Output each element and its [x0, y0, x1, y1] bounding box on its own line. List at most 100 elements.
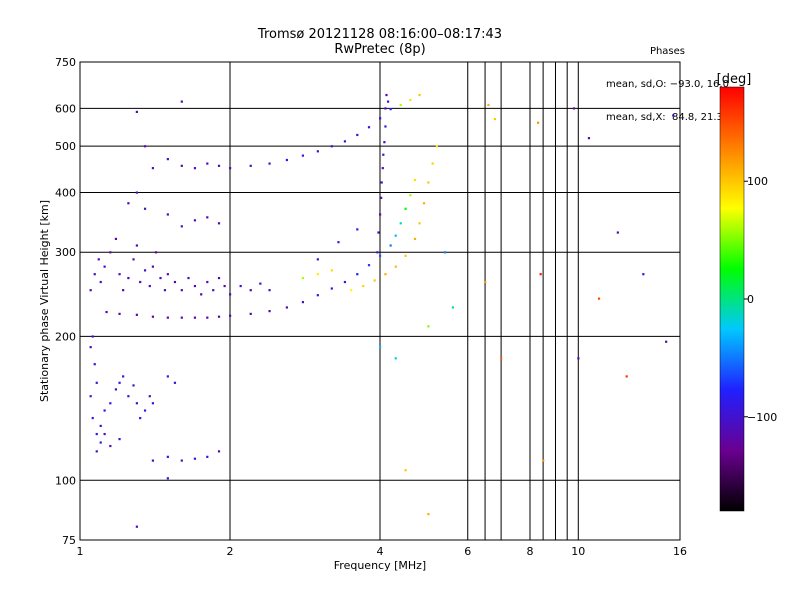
data-point: [89, 395, 92, 398]
data-point: [187, 276, 190, 280]
data-point: [217, 164, 221, 167]
data-point: [206, 280, 209, 284]
data-point: [135, 402, 138, 405]
y-tick-label: 600: [55, 102, 76, 115]
y-tick-label: 200: [55, 330, 76, 343]
data-point: [316, 258, 319, 261]
data-point: [268, 162, 271, 165]
data-point: [206, 455, 209, 458]
data-point: [200, 293, 203, 296]
data-point: [118, 437, 121, 441]
data-point: [223, 284, 226, 288]
data-point: [166, 375, 169, 378]
data-point: [154, 251, 158, 254]
data-point: [109, 402, 112, 405]
data-point: [151, 167, 155, 170]
data-point: [330, 287, 333, 290]
data-point: [109, 251, 112, 254]
data-point: [367, 264, 371, 267]
data-point: [431, 162, 434, 165]
data-point: [379, 346, 382, 349]
data-point: [143, 145, 147, 148]
colorbar-tick-label: 0: [747, 293, 754, 306]
data-point: [212, 289, 215, 292]
x-axis-label: Frequency [MHz]: [334, 559, 426, 572]
x-tick-label: 6: [464, 545, 471, 558]
data-point: [404, 207, 407, 210]
data-point: [383, 141, 386, 144]
data-point: [536, 121, 540, 124]
data-point: [99, 280, 102, 284]
data-point: [249, 312, 252, 315]
data-point: [330, 269, 333, 272]
data-point: [316, 150, 319, 153]
data-point: [404, 469, 407, 472]
data-point: [381, 167, 384, 170]
x-tick-label: 2: [227, 545, 234, 558]
data-point: [356, 273, 359, 276]
data-point: [376, 251, 379, 254]
data-point: [97, 258, 100, 261]
data-point: [217, 315, 221, 318]
colorbar: [719, 86, 745, 512]
y-tick-label: 500: [55, 140, 76, 153]
colorbar-tick-label: −100: [747, 411, 777, 424]
data-point: [285, 158, 288, 162]
data-point: [301, 154, 305, 157]
data-point: [597, 297, 601, 300]
data-point: [217, 450, 221, 453]
data-point: [389, 244, 392, 247]
data-point: [268, 289, 271, 292]
data-point: [384, 107, 387, 110]
data-point: [379, 117, 382, 120]
x-tick-label: 10: [571, 545, 585, 558]
data-point: [384, 273, 387, 276]
data-point: [166, 455, 169, 458]
data-point: [206, 316, 209, 319]
data-point: [356, 228, 359, 231]
data-point: [151, 315, 155, 318]
data-point: [173, 280, 177, 284]
data-point: [180, 100, 183, 103]
data-point: [268, 310, 271, 313]
data-point: [399, 103, 402, 107]
data-point: [379, 254, 382, 257]
data-point: [118, 312, 121, 315]
data-point: [166, 273, 169, 276]
data-point: [193, 167, 197, 170]
data-point: [151, 265, 155, 268]
data-point: [109, 444, 112, 448]
data-point: [301, 276, 305, 280]
data-point: [103, 432, 106, 436]
data-point: [380, 196, 383, 199]
data-point: [217, 276, 221, 280]
data-point: [484, 280, 487, 284]
data-point: [422, 202, 426, 205]
y-tick-label: 400: [55, 186, 76, 199]
y-tick-label: 75: [62, 534, 76, 547]
data-point: [148, 284, 151, 288]
data-point: [91, 335, 94, 338]
data-point: [409, 98, 412, 102]
data-point: [173, 381, 177, 384]
data-point: [122, 375, 125, 378]
phase-stats-x-mode: mean, sd,X: 84.8, 21.3: [606, 112, 723, 123]
data-point: [443, 251, 447, 254]
x-tick-label: 4: [377, 545, 384, 558]
data-point: [435, 145, 438, 148]
data-point: [89, 289, 92, 292]
chart-title-line2: RwPretec (8p): [334, 42, 426, 57]
data-point: [356, 133, 359, 137]
data-point: [151, 459, 155, 462]
data-point: [539, 273, 542, 276]
data-point: [132, 384, 135, 387]
data-point: [151, 402, 155, 405]
data-point: [206, 162, 209, 165]
data-point: [127, 202, 130, 205]
data-point: [103, 265, 106, 268]
data-point: [166, 158, 169, 161]
data-point: [229, 314, 232, 317]
data-point: [135, 244, 138, 247]
data-point: [163, 289, 167, 292]
